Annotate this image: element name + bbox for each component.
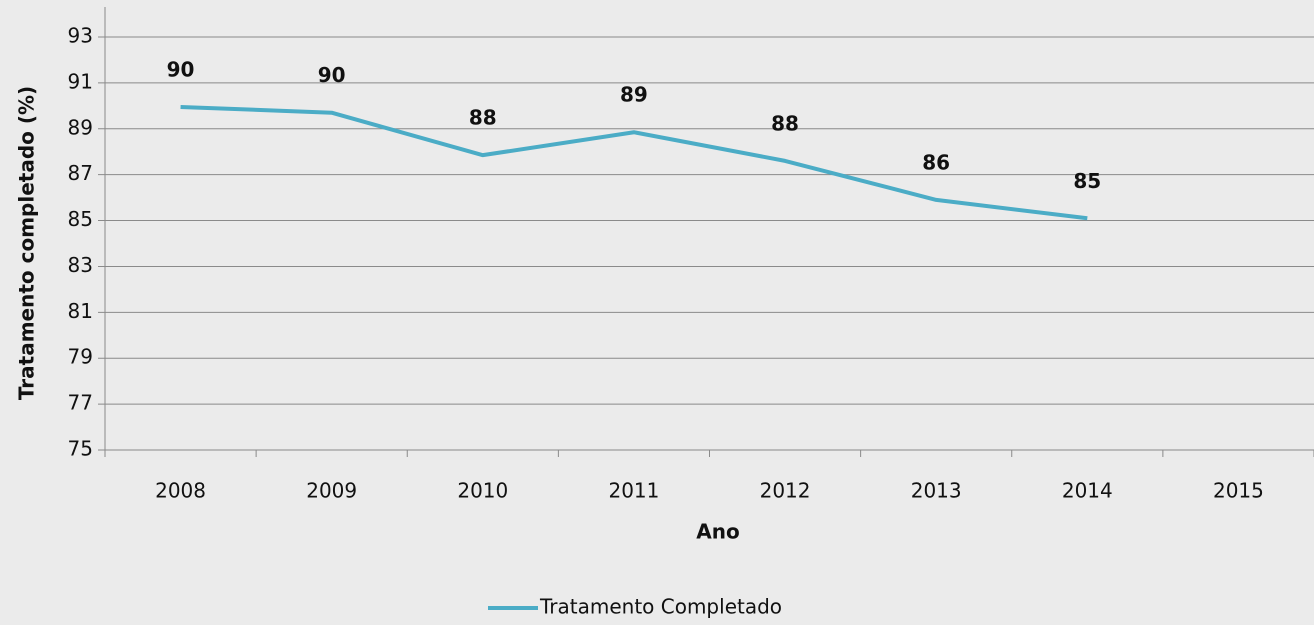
x-tick-label: 2009	[306, 479, 357, 503]
x-tick-label: 2008	[155, 479, 206, 503]
data-label: 88	[469, 106, 497, 130]
x-tick-label: 2012	[760, 479, 811, 503]
data-label: 89	[620, 83, 648, 107]
y-tick-label: 75	[68, 437, 93, 461]
y-tick-label: 77	[68, 391, 93, 415]
data-label: 85	[1073, 169, 1101, 193]
y-axis-title: Tratamento completado (%)	[15, 86, 39, 400]
line	[180, 104, 1088, 221]
data-label: 88	[771, 111, 799, 135]
y-tick-label: 83	[68, 253, 93, 277]
data-label: 86	[922, 150, 950, 174]
y-tick-label: 91	[68, 69, 93, 93]
x-tick-label: 2011	[608, 479, 659, 503]
x-tick-label: 2014	[1062, 479, 1113, 503]
x-axis-title: Ano	[696, 520, 739, 544]
x-tick-label: 2015	[1213, 479, 1264, 503]
data-label: 90	[318, 63, 346, 87]
y-tick-label: 85	[68, 207, 93, 231]
data-label: 90	[167, 57, 195, 81]
y-tick-label: 81	[68, 299, 93, 323]
legend-label: Tratamento Completado	[539, 595, 782, 619]
y-tick-label: 93	[68, 24, 93, 48]
x-tick-label: 2013	[911, 479, 962, 503]
x-tick-label: 2010	[457, 479, 508, 503]
y-tick-label: 79	[68, 345, 93, 369]
y-tick-label: 89	[68, 115, 93, 139]
y-tick-label: 87	[68, 161, 93, 185]
